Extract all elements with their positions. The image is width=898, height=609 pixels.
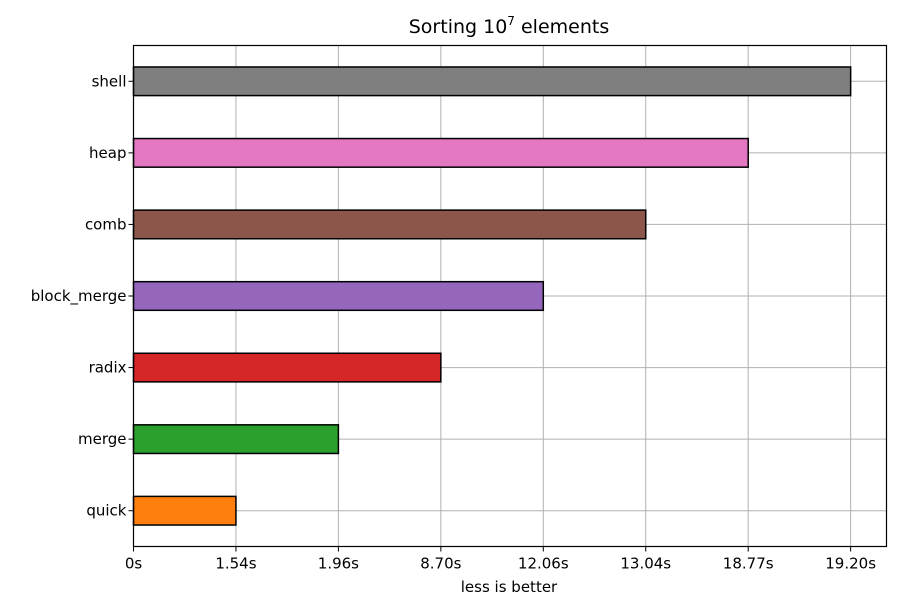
bar-shell xyxy=(132,66,852,97)
x-tick-label: 0s xyxy=(125,555,143,573)
y-tick-label: block_merge xyxy=(31,287,127,306)
y-tick-label: radix xyxy=(89,359,127,377)
x-tick-label: 1.54s xyxy=(215,555,256,573)
chart-title-main: Sorting 10 xyxy=(409,16,508,38)
bar-quick xyxy=(132,495,237,526)
bars xyxy=(132,66,852,526)
y-tick-label: comb xyxy=(85,215,127,233)
y-tick-label: heap xyxy=(89,144,126,162)
x-tick-label: 19.20s xyxy=(825,555,876,573)
bar-block-merge xyxy=(132,280,545,312)
chart-title: Sorting 107 elements xyxy=(409,14,609,38)
x-axis-label: less is better xyxy=(461,578,558,596)
y-axis-ticks: quick merge radix block_merge comb heap shell xyxy=(31,72,134,520)
chart-title-suffix: elements xyxy=(515,16,609,38)
bar-comb xyxy=(132,209,647,240)
bar-heap xyxy=(132,137,749,168)
y-tick-label: quick xyxy=(86,502,126,520)
bar-merge xyxy=(132,424,340,455)
x-tick-label: 18.77s xyxy=(723,555,774,573)
x-tick-label: 1.96s xyxy=(318,555,359,573)
x-tick-label: 8.70s xyxy=(420,555,461,573)
x-axis-ticks: 0s 1.54s 1.96s 8.70s 12.06s 13.04s 18.77s 19.20… xyxy=(125,546,876,573)
y-tick-label: shell xyxy=(92,72,127,90)
y-tick-label: merge xyxy=(78,430,127,448)
bar-radix xyxy=(132,352,442,383)
chart-title-superscript: 7 xyxy=(507,14,515,28)
x-tick-label: 12.06s xyxy=(518,555,569,573)
x-tick-label: 13.04s xyxy=(620,555,671,573)
